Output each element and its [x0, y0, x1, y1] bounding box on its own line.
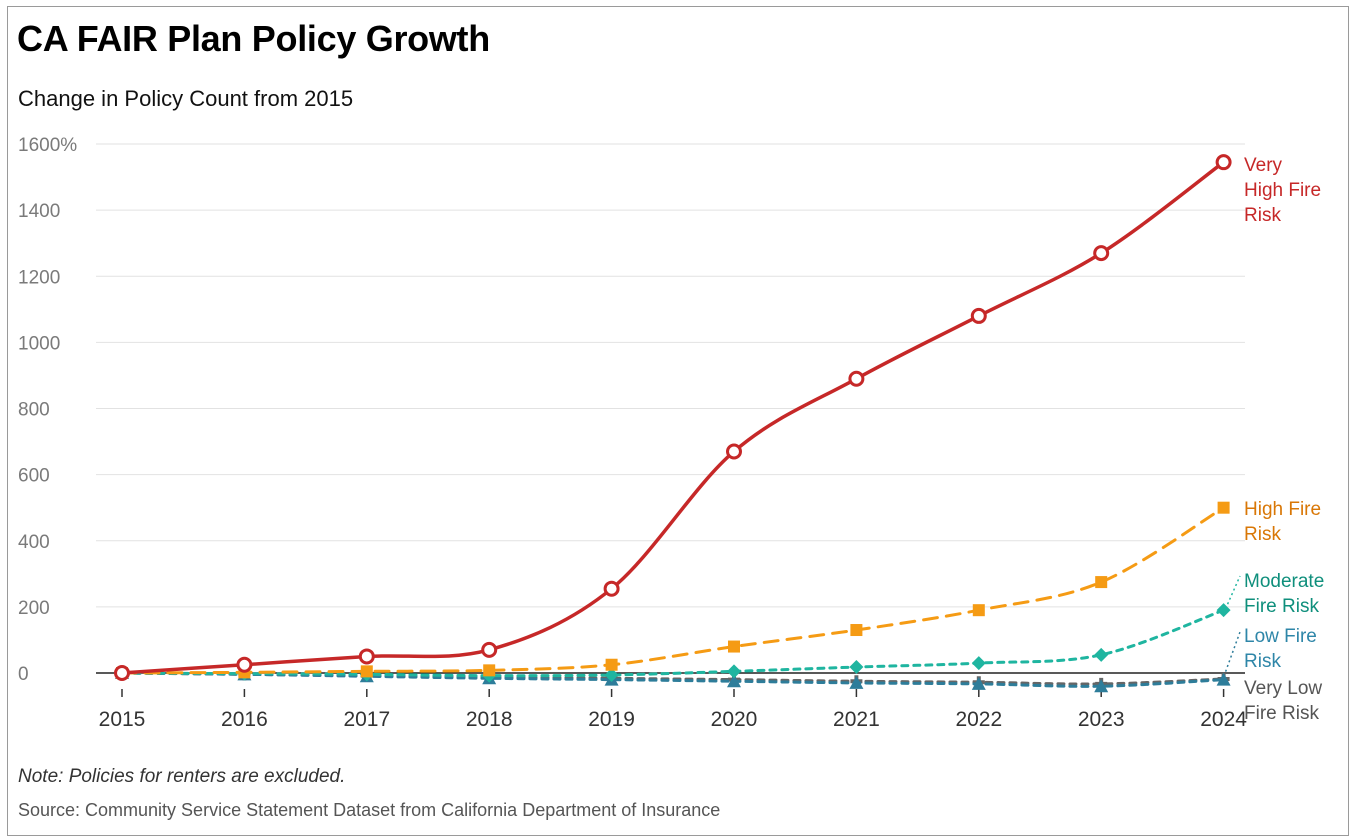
data-point	[970, 307, 987, 324]
data-point	[848, 370, 865, 387]
y-tick-label: 1200	[18, 267, 60, 288]
data-point	[971, 676, 986, 690]
label-leader-line	[1226, 575, 1241, 605]
y-tick-label: 1400	[18, 201, 60, 222]
series-label-very-high-fire-risk: Very High Fire Risk	[1244, 155, 1321, 226]
data-point	[1095, 576, 1108, 589]
data-point	[605, 658, 618, 671]
series-labels: Very High Fire Risk High Fire Risk Moderate Fi…	[1224, 155, 1324, 724]
data-point	[1215, 154, 1232, 171]
x-tick-label: 2020	[711, 708, 758, 731]
y-tick-label: 600	[18, 466, 50, 487]
x-tick-label: 2019	[588, 708, 635, 731]
y-tick-label: 1600%	[18, 135, 77, 156]
x-axis: 2015 2016 2017 2018 2019 2020 2021 2022 2023 2024	[96, 672, 1247, 731]
data-point	[114, 665, 130, 681]
data-point	[1094, 679, 1109, 693]
data-point	[236, 656, 253, 673]
series-label-low-fire-risk: Low Fire Risk	[1244, 626, 1317, 672]
x-tick-label: 2022	[955, 708, 1002, 731]
series-lines	[114, 154, 1232, 693]
gridlines	[96, 143, 1245, 608]
data-point	[1094, 647, 1109, 662]
x-tick-label: 2021	[833, 708, 880, 731]
y-tick-label: 1000	[18, 333, 60, 354]
data-point	[726, 443, 742, 460]
series-line-high-fire-risk	[120, 506, 1226, 675]
data-point	[849, 675, 864, 689]
data-point	[358, 648, 375, 665]
chart-note: Note: Policies for renters are excluded.	[18, 766, 346, 787]
chart-source: Source: Community Service Statement Data…	[18, 800, 721, 820]
series-line-moderate-fire-risk	[120, 608, 1226, 678]
data-point	[1216, 603, 1231, 618]
data-point	[971, 656, 986, 671]
series-line-very-low-fire-risk	[120, 671, 1226, 686]
data-point	[727, 664, 741, 679]
chart-title: CA FAIR Plan Policy Growth	[17, 18, 490, 59]
x-tick-label: 2018	[466, 708, 513, 731]
data-point	[603, 580, 620, 597]
y-tick-label: 0	[18, 664, 29, 685]
series-high-fire-risk	[116, 501, 1230, 679]
data-point	[604, 667, 619, 682]
series-label-very-low-fire-risk: Very Low Fire Risk	[1244, 678, 1322, 724]
x-tick-label: 2024	[1200, 708, 1247, 731]
data-point	[727, 674, 741, 688]
data-point	[1093, 245, 1110, 262]
series-label-moderate-fire-risk: Moderate Fire Risk	[1244, 571, 1324, 617]
data-point	[850, 624, 863, 637]
data-point	[849, 660, 864, 675]
data-point	[972, 604, 985, 617]
data-point	[1217, 501, 1230, 514]
series-very-high-fire-risk	[114, 154, 1232, 681]
data-point	[1216, 672, 1231, 686]
series-label-high-fire-risk: High Fire Risk	[1244, 499, 1321, 545]
x-tick-label: 2016	[221, 708, 268, 731]
chart-subtitle: Change in Policy Count from 2015	[18, 86, 354, 111]
y-tick-label: 200	[18, 598, 50, 619]
data-point	[483, 664, 496, 677]
y-tick-label: 800	[18, 400, 50, 421]
label-leader-line	[1224, 631, 1241, 672]
y-tick-label: 400	[18, 532, 50, 553]
data-point	[728, 640, 740, 653]
x-tick-label: 2017	[343, 708, 390, 731]
data-point	[481, 641, 498, 658]
x-tick-label: 2023	[1078, 708, 1125, 731]
series-line-very-high-fire-risk	[120, 160, 1226, 675]
x-tick-label: 2015	[99, 708, 146, 731]
data-point	[360, 665, 373, 678]
y-axis-ticks: 0 200 400 600 800 1000 1200 1400 1600%	[18, 135, 77, 685]
